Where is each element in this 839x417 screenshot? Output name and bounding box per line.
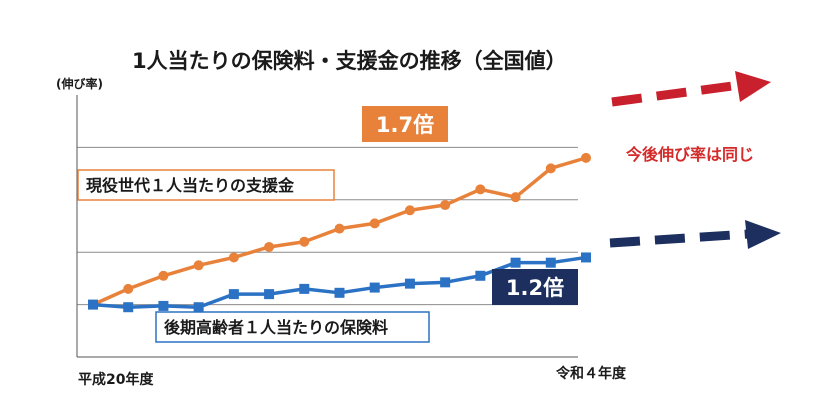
series-label-2: 後期高齢者１人当たりの保険料 bbox=[164, 318, 388, 337]
chart-title: 1人当たりの保険料・支援金の推移（全国値） bbox=[132, 49, 567, 73]
series-2-point bbox=[510, 257, 521, 268]
series-2 bbox=[88, 252, 591, 313]
annotation-text: 今後伸び率は同じ bbox=[625, 145, 754, 164]
callout-2-text: 1.2倍 bbox=[506, 276, 564, 300]
series-2-point bbox=[404, 278, 415, 289]
series-1-point bbox=[228, 252, 239, 263]
series-1-point bbox=[581, 152, 591, 163]
series-2-point bbox=[581, 252, 591, 263]
series-1-point bbox=[510, 192, 521, 203]
trend-arrow-1 bbox=[611, 71, 771, 107]
series-1 bbox=[88, 152, 591, 310]
series-2-point bbox=[545, 257, 556, 268]
callout-1-text: 1.7倍 bbox=[376, 113, 434, 137]
series-1-point bbox=[158, 270, 169, 281]
series-1-point bbox=[545, 163, 556, 174]
series-1-point bbox=[334, 223, 345, 234]
series-1-point bbox=[193, 260, 204, 271]
series-1-point bbox=[369, 218, 380, 229]
series-2-point bbox=[475, 270, 486, 281]
series-2-point bbox=[228, 289, 239, 300]
series-2-point bbox=[88, 299, 98, 310]
series-layer bbox=[88, 152, 591, 313]
series-1-point bbox=[404, 205, 415, 216]
series-1-point bbox=[475, 184, 486, 195]
series-2-point bbox=[158, 300, 169, 311]
callout-1: 1.7倍 bbox=[362, 106, 448, 142]
series-2-point bbox=[193, 302, 204, 313]
series-1-point bbox=[123, 283, 134, 294]
series-2-point bbox=[123, 302, 134, 313]
series-2-point bbox=[264, 289, 275, 300]
series-label-1: 現役世代１人当たりの支援金 bbox=[86, 176, 295, 195]
x-label-start: 平成20年度 bbox=[78, 371, 154, 388]
callout-2: 1.2倍 bbox=[492, 269, 578, 305]
series-1-point bbox=[440, 200, 451, 211]
y-axis-label: (伸び率) bbox=[56, 76, 103, 91]
series-2-point bbox=[440, 277, 451, 288]
series-label-box-1: 現役世代１人当たりの支援金 bbox=[77, 169, 335, 201]
series-2-point bbox=[334, 287, 345, 298]
series-1-point bbox=[299, 236, 310, 247]
series-1-point bbox=[264, 241, 275, 252]
series-2-point bbox=[369, 282, 380, 293]
series-2-point bbox=[299, 283, 310, 294]
trend-arrow-2 bbox=[609, 220, 781, 249]
series-label-box-2: 後期高齢者１人当たりの保険料 bbox=[155, 311, 430, 343]
x-label-end: 令和４年度 bbox=[555, 365, 627, 382]
